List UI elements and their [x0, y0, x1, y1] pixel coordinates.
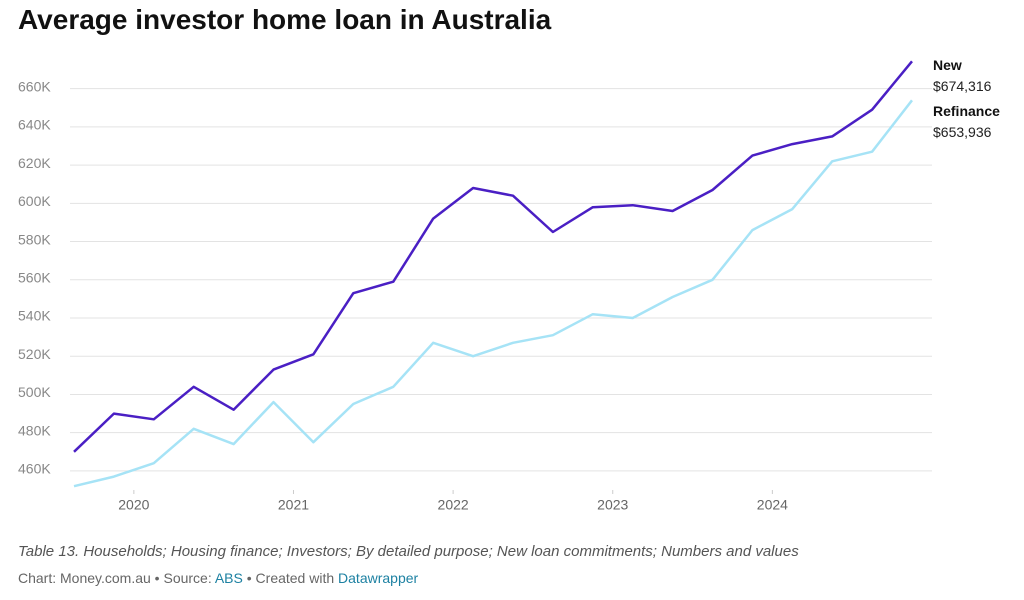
series-label: New — [933, 57, 962, 73]
source-link[interactable]: ABS — [214, 570, 243, 586]
y-tick-label: 460K — [18, 461, 51, 477]
y-tick-label: 600K — [18, 193, 51, 209]
value-label: $674,316 — [933, 78, 992, 94]
y-tick-label: 480K — [18, 422, 51, 438]
y-tick-label: 620K — [18, 155, 51, 171]
line-series — [73, 99, 913, 488]
credit: Chart: Money.com.au • Source: ABS • Crea… — [18, 570, 418, 586]
x-tick-label: 2020 — [118, 497, 149, 513]
y-tick-label: 580K — [18, 231, 51, 247]
credit-text: Chart: Money.com.au • Source: — [18, 570, 215, 586]
tool-link[interactable]: Datawrapper — [338, 570, 419, 586]
credit-text: • Created with — [242, 570, 339, 586]
chart-title: Average investor home loan in Australia — [18, 4, 552, 35]
y-tick-label: 520K — [18, 346, 51, 362]
x-tick-label: 2023 — [597, 497, 628, 513]
chart-note: Table 13. Households; Housing finance; I… — [18, 543, 799, 560]
y-tick-label: 640K — [18, 117, 51, 133]
series-label: Refinance — [933, 103, 1000, 119]
x-tick-label: 2024 — [757, 497, 788, 513]
chart: 460K 480K 500K 520K 540K 560K 580K 600K 620K 640K… — [18, 57, 1000, 513]
line-series — [73, 60, 913, 453]
y-tick-label: 560K — [18, 269, 51, 285]
x-tick-label: 2022 — [438, 497, 469, 513]
y-tick-label: 660K — [18, 78, 51, 94]
y-tick-label: 540K — [18, 308, 51, 324]
value-label: $653,936 — [933, 124, 992, 140]
y-tick-label: 500K — [18, 384, 51, 400]
x-tick-label: 2021 — [278, 497, 309, 513]
